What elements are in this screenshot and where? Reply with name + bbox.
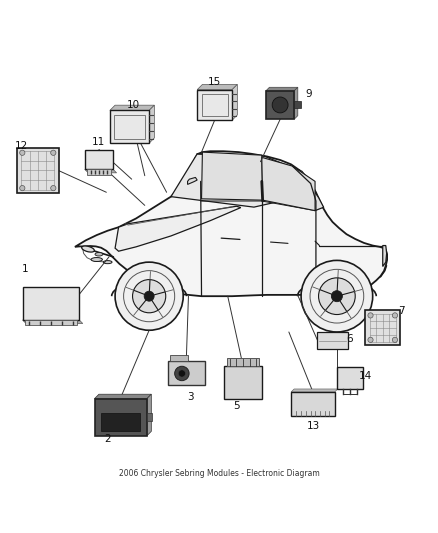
Polygon shape bbox=[85, 169, 117, 173]
FancyBboxPatch shape bbox=[226, 358, 259, 366]
FancyBboxPatch shape bbox=[337, 367, 363, 389]
Circle shape bbox=[175, 366, 189, 381]
Text: 12: 12 bbox=[15, 141, 28, 151]
Text: 15: 15 bbox=[208, 77, 221, 87]
Polygon shape bbox=[22, 320, 83, 324]
Polygon shape bbox=[147, 394, 151, 435]
Circle shape bbox=[115, 262, 183, 330]
Text: 6: 6 bbox=[346, 334, 353, 344]
Polygon shape bbox=[201, 152, 263, 200]
FancyBboxPatch shape bbox=[101, 413, 141, 431]
Polygon shape bbox=[110, 105, 154, 110]
FancyBboxPatch shape bbox=[87, 169, 111, 175]
Text: 11: 11 bbox=[92, 137, 105, 147]
Ellipse shape bbox=[103, 261, 112, 264]
Circle shape bbox=[51, 185, 56, 191]
FancyBboxPatch shape bbox=[170, 356, 188, 361]
FancyBboxPatch shape bbox=[110, 110, 149, 143]
Circle shape bbox=[178, 370, 185, 377]
Circle shape bbox=[144, 291, 154, 301]
Polygon shape bbox=[95, 394, 151, 399]
FancyBboxPatch shape bbox=[266, 91, 294, 119]
Text: 1: 1 bbox=[21, 264, 28, 273]
Text: 7: 7 bbox=[398, 306, 405, 316]
Circle shape bbox=[392, 337, 398, 343]
Circle shape bbox=[332, 290, 343, 302]
Polygon shape bbox=[266, 87, 298, 91]
Circle shape bbox=[133, 280, 166, 313]
Ellipse shape bbox=[91, 257, 102, 262]
Polygon shape bbox=[115, 206, 241, 251]
Polygon shape bbox=[294, 87, 298, 119]
FancyBboxPatch shape bbox=[22, 287, 79, 320]
FancyBboxPatch shape bbox=[168, 361, 205, 385]
FancyBboxPatch shape bbox=[85, 150, 113, 169]
FancyBboxPatch shape bbox=[95, 399, 147, 435]
FancyBboxPatch shape bbox=[294, 101, 301, 108]
Text: 10: 10 bbox=[127, 100, 141, 110]
Polygon shape bbox=[75, 151, 387, 296]
Text: 5: 5 bbox=[233, 401, 240, 411]
Text: 3: 3 bbox=[187, 392, 194, 402]
Polygon shape bbox=[291, 389, 338, 392]
Polygon shape bbox=[171, 154, 306, 207]
FancyBboxPatch shape bbox=[291, 392, 335, 416]
FancyBboxPatch shape bbox=[17, 148, 59, 193]
FancyBboxPatch shape bbox=[224, 366, 261, 399]
FancyBboxPatch shape bbox=[197, 90, 232, 120]
Circle shape bbox=[51, 150, 56, 156]
Polygon shape bbox=[187, 177, 197, 184]
Text: 9: 9 bbox=[306, 89, 312, 99]
FancyBboxPatch shape bbox=[365, 310, 400, 345]
FancyBboxPatch shape bbox=[147, 413, 152, 422]
Circle shape bbox=[20, 150, 25, 156]
Polygon shape bbox=[232, 84, 237, 120]
Circle shape bbox=[272, 97, 288, 113]
Ellipse shape bbox=[81, 246, 94, 252]
Text: 2: 2 bbox=[104, 434, 111, 444]
Polygon shape bbox=[197, 84, 237, 90]
FancyBboxPatch shape bbox=[317, 332, 348, 350]
Text: 13: 13 bbox=[307, 421, 320, 431]
Circle shape bbox=[301, 261, 373, 332]
Circle shape bbox=[392, 313, 398, 318]
Circle shape bbox=[368, 313, 373, 318]
Text: 14: 14 bbox=[359, 370, 372, 381]
Circle shape bbox=[318, 278, 355, 314]
FancyBboxPatch shape bbox=[25, 320, 77, 325]
Polygon shape bbox=[289, 171, 324, 211]
Polygon shape bbox=[149, 105, 154, 143]
Polygon shape bbox=[383, 246, 387, 266]
Polygon shape bbox=[262, 157, 315, 211]
Circle shape bbox=[20, 185, 25, 191]
Circle shape bbox=[368, 337, 373, 343]
Text: 2006 Chrysler Sebring Modules - Electronic Diagram: 2006 Chrysler Sebring Modules - Electron… bbox=[119, 470, 319, 479]
Ellipse shape bbox=[95, 253, 103, 256]
